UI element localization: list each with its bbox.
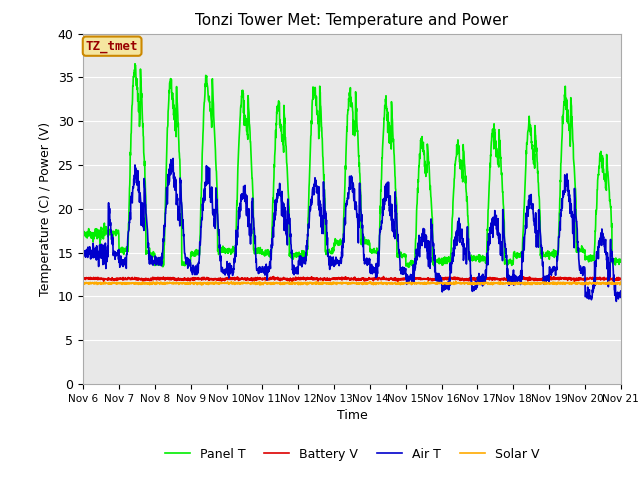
Solar V <box>585 280 593 286</box>
Solar V <box>570 280 577 286</box>
Panel T <box>585 259 593 265</box>
Air T <box>612 299 620 304</box>
Battery V <box>509 275 516 281</box>
Panel T <box>380 131 387 137</box>
Line: Battery V: Battery V <box>83 276 621 282</box>
Air T <box>508 276 516 281</box>
Panel T <box>131 61 139 67</box>
Air T <box>230 270 237 276</box>
Battery V <box>229 275 237 281</box>
Solar V <box>229 281 237 287</box>
Panel T <box>368 250 376 256</box>
X-axis label: Time: Time <box>337 409 367 422</box>
Battery V <box>288 279 296 285</box>
Solar V <box>380 280 387 286</box>
Battery V <box>79 275 87 281</box>
Title: Tonzi Tower Met: Temperature and Power: Tonzi Tower Met: Temperature and Power <box>195 13 509 28</box>
Panel T <box>411 265 419 271</box>
Panel T <box>509 262 516 267</box>
Battery V <box>380 274 387 279</box>
Battery V <box>269 274 277 279</box>
Line: Panel T: Panel T <box>83 64 621 268</box>
Battery V <box>617 276 625 282</box>
Solar V <box>452 279 460 285</box>
Solar V <box>79 281 87 287</box>
Panel T <box>230 248 237 254</box>
Line: Solar V: Solar V <box>83 282 621 285</box>
Solar V <box>509 281 516 287</box>
Battery V <box>570 276 577 282</box>
Solar V <box>368 281 376 287</box>
Air T <box>380 196 387 202</box>
Y-axis label: Temperature (C) / Power (V): Temperature (C) / Power (V) <box>39 122 52 296</box>
Air T <box>570 227 577 232</box>
Text: TZ_tmet: TZ_tmet <box>86 40 138 53</box>
Line: Air T: Air T <box>83 158 621 301</box>
Air T <box>79 249 87 255</box>
Air T <box>584 292 592 298</box>
Panel T <box>617 259 625 264</box>
Solar V <box>617 279 625 285</box>
Legend: Panel T, Battery V, Air T, Solar V: Panel T, Battery V, Air T, Solar V <box>160 443 544 466</box>
Solar V <box>256 282 264 288</box>
Air T <box>169 156 177 161</box>
Battery V <box>368 276 376 281</box>
Battery V <box>585 276 593 282</box>
Panel T <box>79 232 87 238</box>
Air T <box>368 262 376 267</box>
Air T <box>617 288 625 294</box>
Panel T <box>570 158 577 164</box>
